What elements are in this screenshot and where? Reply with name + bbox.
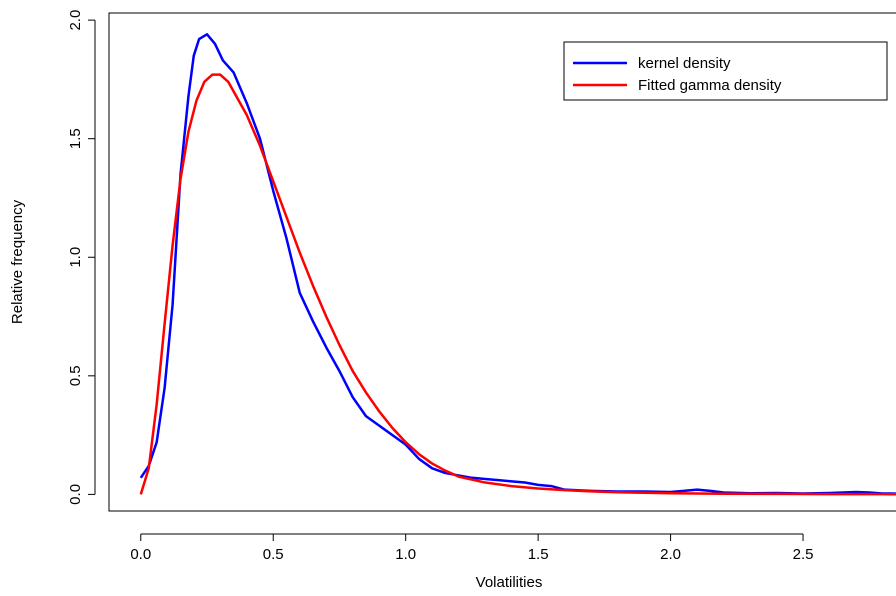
x-tick-label: 0.5 [263, 546, 284, 563]
y-tick-label: 1.5 [67, 128, 84, 149]
series-layer [139, 33, 896, 496]
x-tick-label: 1.0 [395, 546, 416, 563]
x-tick-label: 0.0 [130, 546, 151, 563]
x-axis: 0.0 0.5 1.0 1.5 2.0 2.5 [130, 533, 814, 563]
plot-frame [108, 12, 896, 512]
y-tick-label: 0.0 [67, 484, 84, 505]
legend-box [563, 41, 888, 101]
series-line-fitted-gamma-density [139, 73, 896, 496]
y-tick-label: 2.0 [67, 10, 84, 31]
series-line-kernel-density [139, 33, 896, 495]
legend-label-fitted-gamma-density: Fitted gamma density [638, 77, 782, 94]
y-axis-title: Relative frequency [9, 199, 26, 324]
y-tick-label: 0.5 [67, 365, 84, 386]
x-tick-label: 2.5 [793, 546, 814, 563]
legend: kernel density Fitted gamma density [563, 41, 888, 101]
legend-label-kernel-density: kernel density [638, 55, 731, 72]
x-axis-title: Volatilities [476, 574, 543, 591]
y-tick-label: 1.0 [67, 247, 84, 268]
x-tick-label: 1.5 [528, 546, 549, 563]
x-tick-label: 2.0 [660, 546, 681, 563]
y-axis: 0.0 0.5 1.0 1.5 2.0 [67, 10, 96, 505]
